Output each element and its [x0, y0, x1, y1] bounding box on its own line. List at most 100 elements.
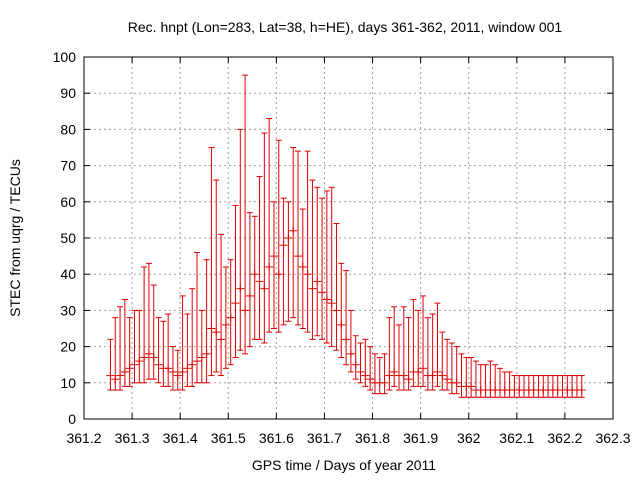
data-point — [289, 147, 298, 319]
y-tick-label: 100 — [53, 49, 77, 65]
x-axis-label: GPS time / Days of year 2011 — [252, 457, 436, 473]
data-point — [337, 262, 346, 358]
grid — [84, 57, 613, 419]
data-point — [544, 375, 553, 398]
data-point — [346, 309, 355, 373]
x-tick-label: 361.7 — [307, 430, 342, 446]
data-point — [298, 208, 307, 329]
data-point — [322, 190, 331, 344]
data-point — [149, 284, 158, 380]
data-point — [361, 338, 370, 387]
y-tick-label: 70 — [60, 158, 76, 174]
data-point — [313, 186, 322, 337]
data-point — [212, 179, 221, 373]
data-point — [342, 270, 351, 366]
data-point — [486, 360, 495, 398]
data-point — [125, 317, 134, 387]
data-point — [399, 306, 408, 391]
data-point — [548, 375, 557, 398]
data-point — [236, 128, 245, 351]
data-point — [193, 251, 202, 384]
data-point — [375, 356, 384, 395]
data-point — [221, 266, 230, 369]
data-point — [539, 375, 548, 398]
x-tick-label: 362.2 — [547, 430, 582, 446]
data-point — [419, 295, 428, 387]
x-tick-label: 361.9 — [403, 430, 438, 446]
data-point — [428, 313, 437, 391]
data-point — [568, 375, 577, 398]
y-tick-label: 40 — [60, 266, 76, 282]
data-point — [308, 179, 317, 340]
data-point — [332, 223, 341, 351]
data-point — [188, 288, 197, 387]
data-point — [491, 364, 500, 398]
data-point — [144, 262, 153, 380]
x-tick-label: 362.1 — [499, 430, 534, 446]
y-axis-label: STEC from uqrg / TECUs — [7, 159, 23, 317]
data-point — [231, 204, 240, 358]
data-point — [457, 353, 466, 398]
data-point — [294, 150, 303, 326]
x-tick-label: 362 — [457, 430, 481, 446]
data-point — [515, 375, 524, 398]
data-point — [178, 295, 187, 391]
x-tick-label: 361.6 — [259, 430, 294, 446]
y-tick-label: 30 — [60, 302, 76, 318]
data-point — [351, 335, 360, 380]
data-point — [116, 306, 125, 391]
y-tick-label: 10 — [60, 375, 76, 391]
data-point — [159, 320, 168, 387]
data-point — [327, 186, 336, 348]
data-point — [438, 331, 447, 391]
data-point — [140, 266, 149, 384]
data-point — [284, 201, 293, 322]
data-point — [423, 317, 432, 391]
data-point — [577, 375, 586, 398]
data-point — [471, 360, 480, 398]
data-point — [303, 150, 312, 333]
data-point — [260, 132, 269, 344]
data-point — [255, 175, 264, 340]
data-point — [106, 338, 115, 391]
data-point — [476, 364, 485, 398]
data-point — [217, 233, 226, 377]
data-point — [433, 302, 442, 387]
y-tick-label: 50 — [60, 230, 76, 246]
data-point — [404, 317, 413, 391]
x-tick-label: 361.4 — [163, 430, 198, 446]
data-point — [529, 375, 538, 398]
data-point — [226, 259, 235, 366]
data-point — [265, 118, 274, 333]
chart-title: Rec. hnpt (Lon=283, Lat=38, h=HE), days … — [128, 19, 563, 35]
data-point — [250, 215, 259, 340]
axes: 0 10 20 30 40 50 60 70 80 90 100 361.2 361.3 361.4 361… — [53, 49, 631, 446]
data-point — [443, 338, 452, 391]
data-point — [269, 201, 278, 329]
data-point — [495, 367, 504, 398]
data-point — [380, 353, 389, 395]
data-point — [481, 364, 490, 398]
data-point — [202, 259, 211, 384]
data-point — [366, 346, 375, 391]
data-point — [168, 346, 177, 391]
data-point — [524, 375, 533, 398]
data-point — [318, 197, 327, 340]
y-tick-label: 80 — [60, 121, 76, 137]
data-point — [173, 349, 182, 391]
data-point — [385, 317, 394, 391]
data-point — [356, 342, 365, 384]
data-point — [394, 324, 403, 391]
data-point — [164, 313, 173, 387]
y-tick-label: 0 — [68, 411, 76, 427]
data-point — [390, 306, 399, 387]
data-point — [452, 346, 461, 395]
data-point — [553, 375, 562, 398]
x-tick-label: 361.3 — [115, 430, 150, 446]
x-tick-label: 362.3 — [595, 430, 630, 446]
data-series — [106, 74, 586, 398]
data-point — [241, 74, 250, 355]
data-point — [183, 313, 192, 387]
data-point — [534, 375, 543, 398]
data-point — [154, 317, 163, 384]
